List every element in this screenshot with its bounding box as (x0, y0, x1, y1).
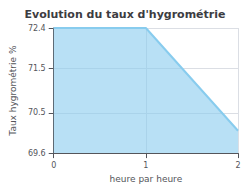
svg-text:1: 1 (143, 161, 148, 170)
svg-text:71.5: 71.5 (28, 64, 46, 73)
svg-text:72.4: 72.4 (28, 24, 46, 33)
svg-text:70.5: 70.5 (28, 108, 46, 117)
svg-text:Taux hygrométrie %: Taux hygrométrie % (8, 45, 18, 137)
svg-text:Evolution du taux d'hygrométri: Evolution du taux d'hygrométrie (25, 8, 226, 21)
svg-text:heure par heure: heure par heure (110, 174, 183, 184)
svg-text:0: 0 (51, 161, 56, 170)
svg-text:69.6: 69.6 (28, 149, 46, 158)
svg-text:2: 2 (235, 161, 240, 170)
